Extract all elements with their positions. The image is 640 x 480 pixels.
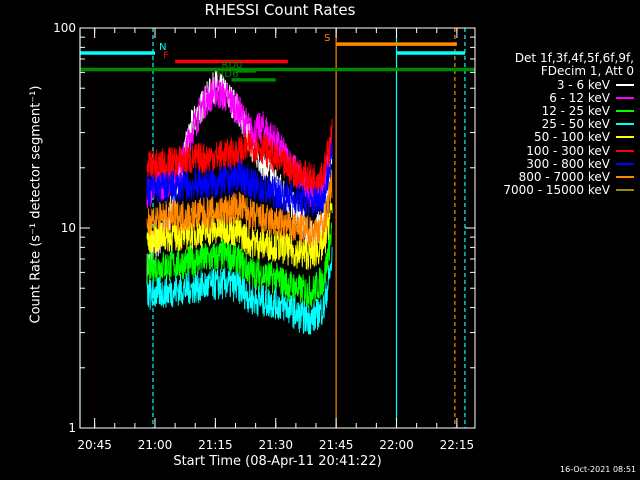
x-tick-label-6: 22:15 — [440, 438, 475, 452]
legend-entry: 3 - 6 keV — [482, 77, 634, 92]
flag-label-5: RD6 — [217, 69, 238, 80]
x-tick-label-4: 21:45 — [319, 438, 354, 452]
legend-entry-swatch — [616, 136, 634, 139]
x-tick-label-0: 20:45 — [77, 438, 112, 452]
x-tick-label-3: 21:30 — [258, 438, 293, 452]
series-line-6 — [146, 139, 333, 218]
legend-entry: 300 - 800 keV — [482, 156, 634, 171]
legend-entry-label: 25 - 50 keV — [541, 117, 610, 132]
series-line-3 — [146, 246, 333, 335]
legend-entry: 12 - 25 keV — [482, 103, 634, 118]
legend-entry-label: 3 - 6 keV — [556, 77, 610, 92]
legend-entry-swatch — [616, 162, 634, 165]
legend-entry-label: 12 - 25 keV — [541, 103, 610, 118]
legend-entry-swatch — [616, 96, 634, 99]
legend-entry-swatch — [616, 83, 634, 86]
y-tick-label-0: 1 — [68, 421, 76, 435]
y-tick-label-1: 10 — [61, 221, 76, 235]
legend-entry-swatch — [616, 149, 634, 152]
flag-label-2: S — [324, 33, 330, 44]
legend-header-2: FDecim 1, Att 0 — [540, 64, 634, 78]
legend-entry-swatch — [616, 109, 634, 112]
legend-entry-swatch — [616, 189, 634, 192]
legend-entry-label: 50 - 100 keV — [533, 130, 610, 145]
flag-label-0: N — [159, 42, 166, 53]
legend-entry: 6 - 12 keV — [482, 90, 634, 105]
legend-entry: 100 - 300 keV — [482, 143, 634, 158]
legend-entry-label: 6 - 12 keV — [549, 90, 610, 105]
legend-entry-label: 300 - 800 keV — [526, 156, 610, 171]
chart-title: RHESSI Count Rates — [204, 1, 356, 19]
y-tick-label-2: 100 — [53, 21, 76, 35]
legend-entry: 800 - 7000 keV — [482, 169, 634, 184]
x-axis-label: Start Time (08-Apr-11 20:41:22) — [173, 454, 382, 469]
timestamp: 16-Oct-2021 08:51 — [560, 465, 636, 474]
x-tick-label-5: 22:00 — [379, 438, 414, 452]
legend-entry-label: 100 - 300 keV — [526, 143, 610, 158]
series-line-2 — [146, 222, 333, 308]
y-axis-label: Count Rate (s⁻¹ detector segment⁻¹) — [28, 85, 44, 324]
legend-entry-label: 800 - 7000 keV — [518, 169, 610, 184]
legend-entry-swatch — [616, 123, 634, 126]
legend-entry: 50 - 100 keV — [482, 130, 634, 145]
series-line-5 — [146, 118, 333, 195]
legend-entry-swatch — [616, 175, 634, 178]
flag-label-3: F — [163, 50, 169, 61]
series-line-7 — [146, 169, 333, 249]
legend-entry: 25 - 50 keV — [482, 117, 634, 132]
x-tick-label-1: 21:00 — [138, 438, 173, 452]
legend: Det 1f,3f,4f,5f,6f,9f, FDecim 1, Att 0 3… — [482, 52, 634, 197]
legend-entry: 7000 - 15000 keV — [482, 183, 634, 198]
x-tick-label-2: 21:15 — [198, 438, 233, 452]
legend-entry-label: 7000 - 15000 keV — [503, 183, 610, 198]
flag-label-4: RD0 — [222, 60, 243, 71]
legend-header-1: Det 1f,3f,4f,5f,6f,9f, — [514, 51, 634, 65]
